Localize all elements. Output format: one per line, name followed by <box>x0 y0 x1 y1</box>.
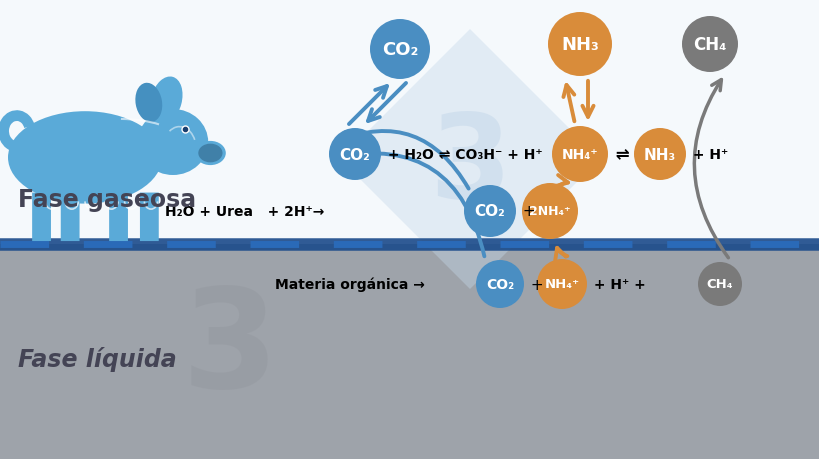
Bar <box>0 245 819 459</box>
Circle shape <box>551 127 607 183</box>
Circle shape <box>547 13 611 77</box>
Ellipse shape <box>198 144 222 163</box>
Text: 2NH₄⁺: 2NH₄⁺ <box>528 205 570 218</box>
Text: ⇌: ⇌ <box>609 146 635 164</box>
Bar <box>0 0 819 245</box>
Text: NH₃: NH₃ <box>643 147 676 162</box>
Ellipse shape <box>135 84 162 123</box>
Text: CH₄: CH₄ <box>692 36 726 54</box>
Ellipse shape <box>8 112 162 204</box>
FancyBboxPatch shape <box>61 193 79 241</box>
Text: Materia orgánica →: Materia orgánica → <box>274 277 424 291</box>
Text: NH₄⁺: NH₄⁺ <box>561 148 598 162</box>
FancyBboxPatch shape <box>109 193 128 241</box>
Text: +: + <box>518 204 535 219</box>
Text: + H⁺ +: + H⁺ + <box>588 277 645 291</box>
Text: H₂O + Urea   + 2H⁺→: H₂O + Urea + 2H⁺→ <box>165 205 324 218</box>
Circle shape <box>475 260 523 308</box>
Text: Fase gaseosa: Fase gaseosa <box>18 188 196 212</box>
Text: 3: 3 <box>428 107 510 222</box>
Text: NH₄⁺: NH₄⁺ <box>544 278 579 291</box>
Ellipse shape <box>195 141 225 166</box>
Text: CO₂: CO₂ <box>339 147 370 162</box>
Circle shape <box>681 17 737 73</box>
Circle shape <box>369 20 429 80</box>
Circle shape <box>522 184 577 240</box>
Text: CO₂: CO₂ <box>382 41 418 59</box>
Text: CO₂: CO₂ <box>474 204 505 219</box>
Circle shape <box>464 185 515 237</box>
Ellipse shape <box>138 110 208 176</box>
Circle shape <box>633 129 686 180</box>
Text: + H⁺: + H⁺ <box>687 148 727 162</box>
FancyBboxPatch shape <box>140 193 159 241</box>
Ellipse shape <box>150 77 183 125</box>
Text: CH₄: CH₄ <box>706 278 732 291</box>
Circle shape <box>536 259 586 309</box>
Text: +: + <box>525 277 543 292</box>
Text: CO₂: CO₂ <box>486 277 514 291</box>
Text: + H₂O ⇌ CO₃H⁻ + H⁺: + H₂O ⇌ CO₃H⁻ + H⁺ <box>382 148 542 162</box>
Polygon shape <box>340 30 600 289</box>
Circle shape <box>328 129 381 180</box>
Circle shape <box>697 263 741 306</box>
Text: 3: 3 <box>182 282 278 417</box>
Text: Fase líquida: Fase líquida <box>18 347 177 372</box>
FancyBboxPatch shape <box>32 193 51 241</box>
Text: NH₃: NH₃ <box>560 36 598 54</box>
